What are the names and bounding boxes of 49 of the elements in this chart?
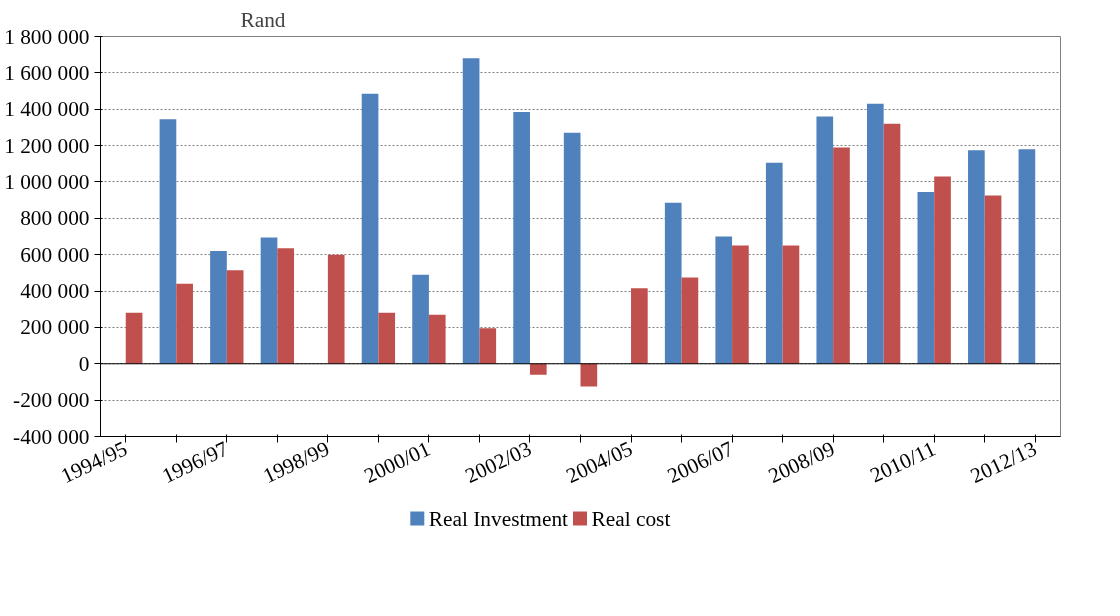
bar	[226, 270, 244, 364]
bar	[984, 195, 1002, 364]
bar	[277, 248, 295, 364]
bar	[681, 277, 699, 364]
y-tick-label: -400 000	[13, 424, 90, 449]
y-tick-label: 600 000	[20, 242, 90, 267]
y-tick-label: 1 800 000	[4, 24, 90, 49]
bar	[378, 312, 396, 364]
bar	[833, 147, 850, 364]
bar	[176, 283, 193, 364]
bar	[563, 132, 581, 364]
bar	[327, 254, 345, 364]
bar	[631, 288, 648, 364]
y-tick-label: 0	[78, 351, 90, 376]
bar	[968, 150, 985, 364]
bar	[210, 251, 227, 364]
y-tick-label: 1 200 000	[4, 133, 90, 158]
bar	[513, 111, 530, 364]
bar	[816, 116, 834, 364]
bar	[260, 237, 278, 364]
bar	[428, 314, 446, 364]
bar	[782, 245, 800, 364]
bar	[159, 119, 177, 364]
bar	[866, 103, 884, 364]
y-tick-label: 1 000 000	[4, 169, 90, 194]
y-tick-label: 200 000	[20, 315, 90, 340]
bar	[361, 93, 379, 364]
y-tick-label: 800 000	[20, 206, 90, 231]
bar	[664, 202, 682, 364]
bar	[765, 162, 783, 364]
y-tick-label: 400 000	[20, 279, 90, 304]
y-tick-label: 1 400 000	[4, 97, 90, 122]
bar	[934, 176, 951, 364]
bar	[412, 274, 429, 364]
bar	[1018, 149, 1036, 364]
legend-label: Real Investment	[428, 506, 569, 531]
bar	[462, 58, 480, 364]
y-axis-title: Rand	[240, 7, 286, 32]
bar	[715, 236, 733, 364]
bar	[125, 312, 143, 364]
y-tick-label: -200 000	[13, 388, 90, 413]
bar	[917, 191, 935, 364]
bar	[580, 363, 598, 387]
bar	[479, 328, 497, 364]
bar	[732, 245, 749, 364]
bar	[883, 123, 901, 364]
y-tick-label: 1 600 000	[4, 60, 90, 85]
legend-label: Real cost	[591, 506, 671, 531]
bar	[529, 363, 547, 375]
